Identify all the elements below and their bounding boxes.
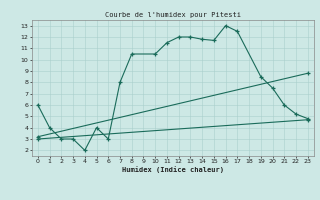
X-axis label: Humidex (Indice chaleur): Humidex (Indice chaleur) <box>122 166 224 173</box>
Title: Courbe de l'humidex pour Pitesti: Courbe de l'humidex pour Pitesti <box>105 12 241 18</box>
